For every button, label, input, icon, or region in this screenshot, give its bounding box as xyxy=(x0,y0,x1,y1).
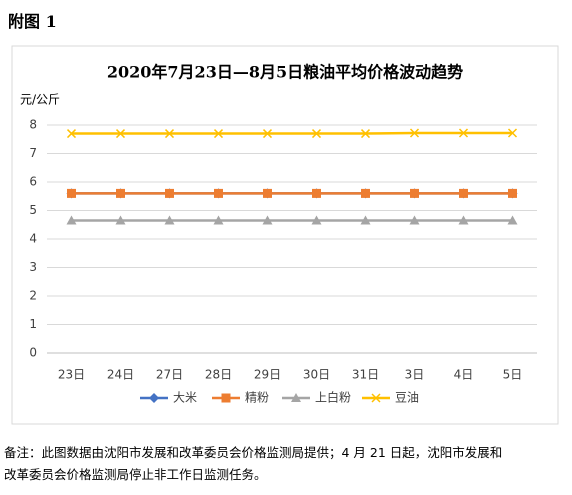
data-point xyxy=(311,215,322,225)
note-line: 备注：此图数据由沈阳市发展和改革委员会价格监测局提供；4 月 21 日起，沈阳市… xyxy=(4,445,503,460)
data-point xyxy=(458,215,469,225)
legend-label: 大米 xyxy=(173,391,197,405)
data-point xyxy=(115,129,126,139)
data-point xyxy=(459,188,468,198)
y-tick-label: 8 xyxy=(29,118,37,132)
x-tick-label: 5日 xyxy=(503,368,523,382)
heading: 附图 1 xyxy=(8,12,57,31)
data-point xyxy=(67,188,76,198)
data-point xyxy=(164,215,175,225)
legend-marker xyxy=(221,393,231,403)
data-point xyxy=(213,215,224,225)
series-line xyxy=(71,131,513,135)
y-tick-label: 4 xyxy=(29,232,37,246)
y-tick-label: 3 xyxy=(29,260,37,274)
data-point xyxy=(312,188,321,198)
data-point xyxy=(311,129,322,139)
chart-frame xyxy=(11,45,559,425)
data-point xyxy=(165,188,174,198)
x-tick-label: 24日 xyxy=(107,368,134,382)
y-tick-label: 0 xyxy=(29,346,37,360)
data-point xyxy=(262,129,273,139)
y-tick-label: 1 xyxy=(29,317,37,331)
legend-label: 精粉 xyxy=(245,391,269,405)
y-tick-label: 7 xyxy=(29,146,37,160)
data-point xyxy=(507,215,518,225)
note: 备注：此图数据由沈阳市发展和改革委员会价格监测局提供；4 月 21 日起，沈阳市… xyxy=(4,442,502,486)
data-point xyxy=(213,129,224,139)
data-point xyxy=(115,215,126,225)
x-tick-label: 4日 xyxy=(454,368,474,382)
x-tick-label: 27日 xyxy=(156,368,183,382)
data-point xyxy=(262,215,273,225)
legend-marker xyxy=(371,393,381,403)
data-point xyxy=(116,188,125,198)
legend-label: 上白粉 xyxy=(315,390,351,405)
x-tick-label: 23日 xyxy=(58,368,85,382)
data-point xyxy=(409,215,420,225)
note-line: 改革委员会价格监测局停止非工作日监测任务。 xyxy=(4,467,267,482)
data-point xyxy=(410,188,419,198)
y-tick-label: 2 xyxy=(29,289,37,303)
x-tick-label: 29日 xyxy=(254,368,281,382)
data-point xyxy=(164,129,175,139)
chart: 2020年7月23日—8月5日粮油平均价格波动趋势 元/公斤 0 1 2 3 4 5 6 7 8… xyxy=(11,45,559,425)
data-point xyxy=(360,215,371,225)
y-axis-label: 元/公斤 xyxy=(20,93,60,107)
data-point xyxy=(263,188,272,198)
data-point xyxy=(360,129,371,139)
data-point xyxy=(361,188,370,198)
data-point xyxy=(214,188,223,198)
data-point xyxy=(66,215,77,225)
x-tick-label: 28日 xyxy=(205,368,232,382)
legend-label: 豆油 xyxy=(395,391,419,405)
chart-title: 2020年7月23日—8月5日粮油平均价格波动趋势 xyxy=(107,63,463,82)
y-tick-label: 6 xyxy=(29,175,37,189)
x-tick-label: 31日 xyxy=(352,368,379,382)
legend-marker xyxy=(291,393,301,402)
data-point xyxy=(507,128,518,138)
x-tick-label: 30日 xyxy=(303,368,330,382)
y-tick-label: 5 xyxy=(29,203,37,217)
data-point xyxy=(458,128,469,138)
data-point xyxy=(508,188,517,198)
legend-marker xyxy=(149,393,159,403)
data-point xyxy=(66,129,77,139)
x-tick-label: 3日 xyxy=(405,368,425,382)
data-point xyxy=(409,128,420,138)
